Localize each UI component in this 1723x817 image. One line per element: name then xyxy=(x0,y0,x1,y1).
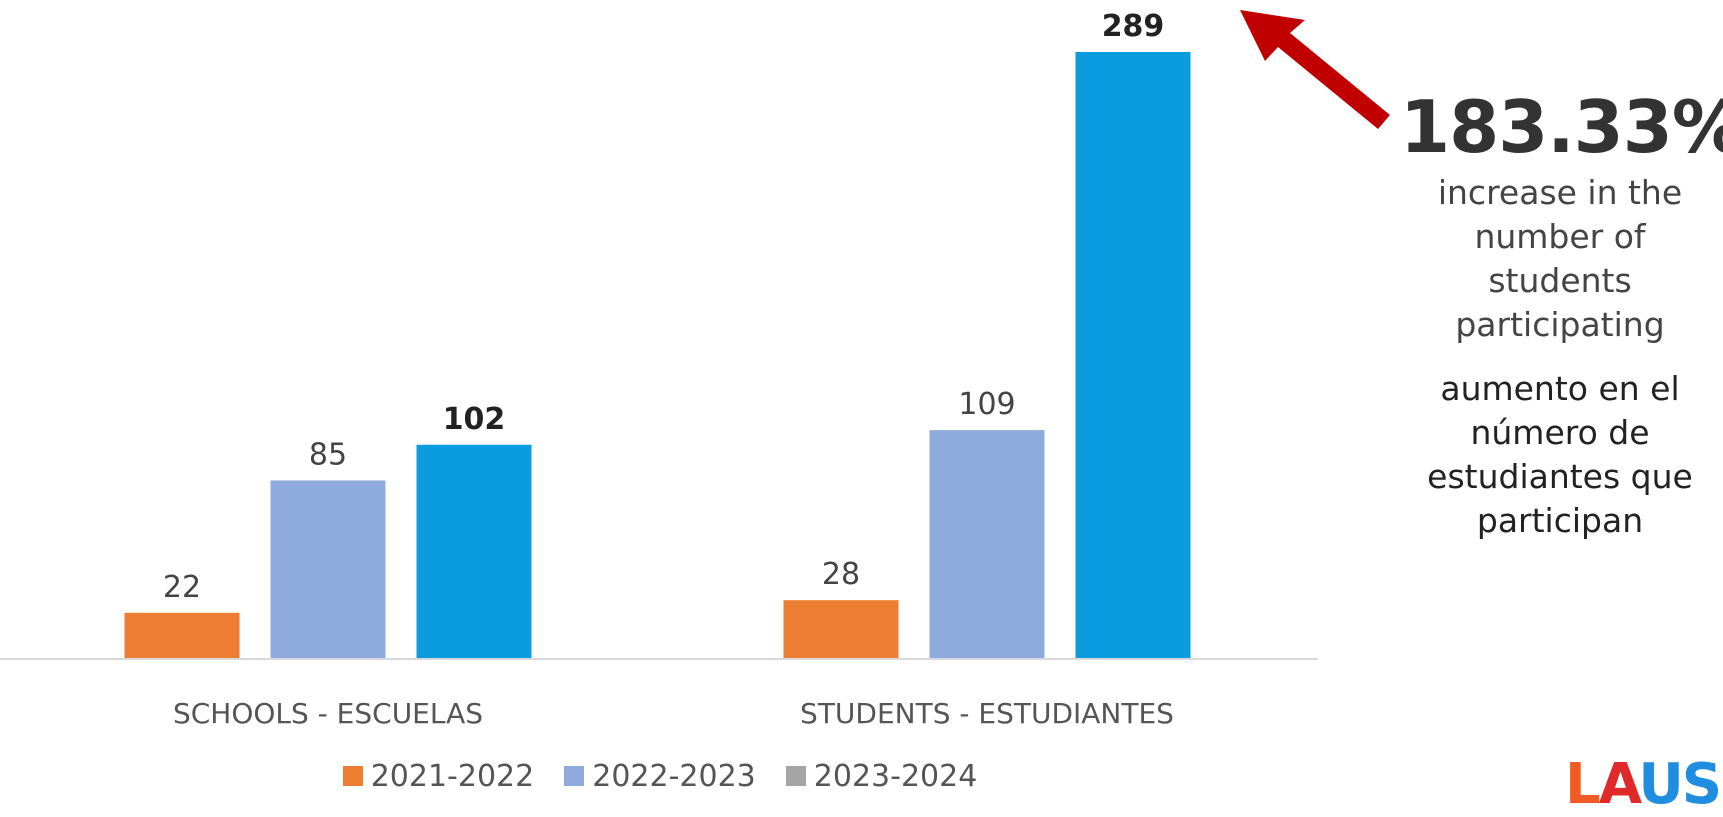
category-labels-group: SCHOOLS - ESCUELAS STUDENTS - ESTUDIANTES xyxy=(173,697,1174,730)
callout-panel: 183.33% increase in the number of studen… xyxy=(1400,85,1723,543)
bar-value-label: 28 xyxy=(822,557,860,592)
bar-value-label: 109 xyxy=(958,387,1015,422)
logo-letter: U xyxy=(1638,752,1684,817)
bar-2023-2024-1 xyxy=(1075,52,1191,659)
bar-chart: 22 85 102 28 109 289 SCHOOLS - ESCUELAS STUDEN… xyxy=(0,9,1318,730)
increase-percentage: 183.33% xyxy=(1400,85,1723,169)
logo-letter: A xyxy=(1598,752,1641,817)
bar-value-label: 85 xyxy=(309,437,347,472)
category-label: STUDENTS - ESTUDIANTES xyxy=(800,697,1174,730)
legend-swatch xyxy=(342,766,363,786)
value-labels-group: 22 85 102 28 109 289 xyxy=(163,9,1164,605)
bar-value-label: 289 xyxy=(1102,9,1165,44)
bar-value-label: 102 xyxy=(443,402,506,437)
bar-2022-2023-0 xyxy=(270,480,386,659)
callout-text-spanish: aumento en el número de estudiantes que … xyxy=(1427,369,1693,541)
legend-label: 2021-2022 xyxy=(370,758,535,794)
legend-swatch xyxy=(785,766,806,786)
bar-2021-2022-1 xyxy=(783,600,899,659)
legend-item-2023-2024: 2023-2024 xyxy=(785,758,978,794)
chart-legend: 2021-2022 2022-2023 2023-2024 xyxy=(0,756,1320,796)
legend-label: 2023-2024 xyxy=(813,758,978,794)
lausd-logo: LAUS xyxy=(1565,752,1722,817)
bar-2023-2024-0 xyxy=(416,444,532,659)
legend-item-2021-2022: 2021-2022 xyxy=(342,758,535,794)
callout-text-english: increase in the number of students parti… xyxy=(1437,173,1683,345)
logo-letter: L xyxy=(1565,752,1601,817)
bar-2021-2022-0 xyxy=(124,612,240,659)
logo-letter: S xyxy=(1681,752,1722,817)
arrow-icon xyxy=(1240,10,1390,129)
bar-2022-2023-1 xyxy=(929,430,1045,659)
legend-label: 2022-2023 xyxy=(592,758,756,794)
category-label: SCHOOLS - ESCUELAS xyxy=(173,697,483,730)
legend-swatch xyxy=(564,766,585,786)
bar-value-label: 22 xyxy=(163,570,201,605)
legend-item-2022-2023: 2022-2023 xyxy=(564,759,756,794)
arrow-shape xyxy=(1240,10,1390,129)
bars-group xyxy=(124,52,1191,659)
